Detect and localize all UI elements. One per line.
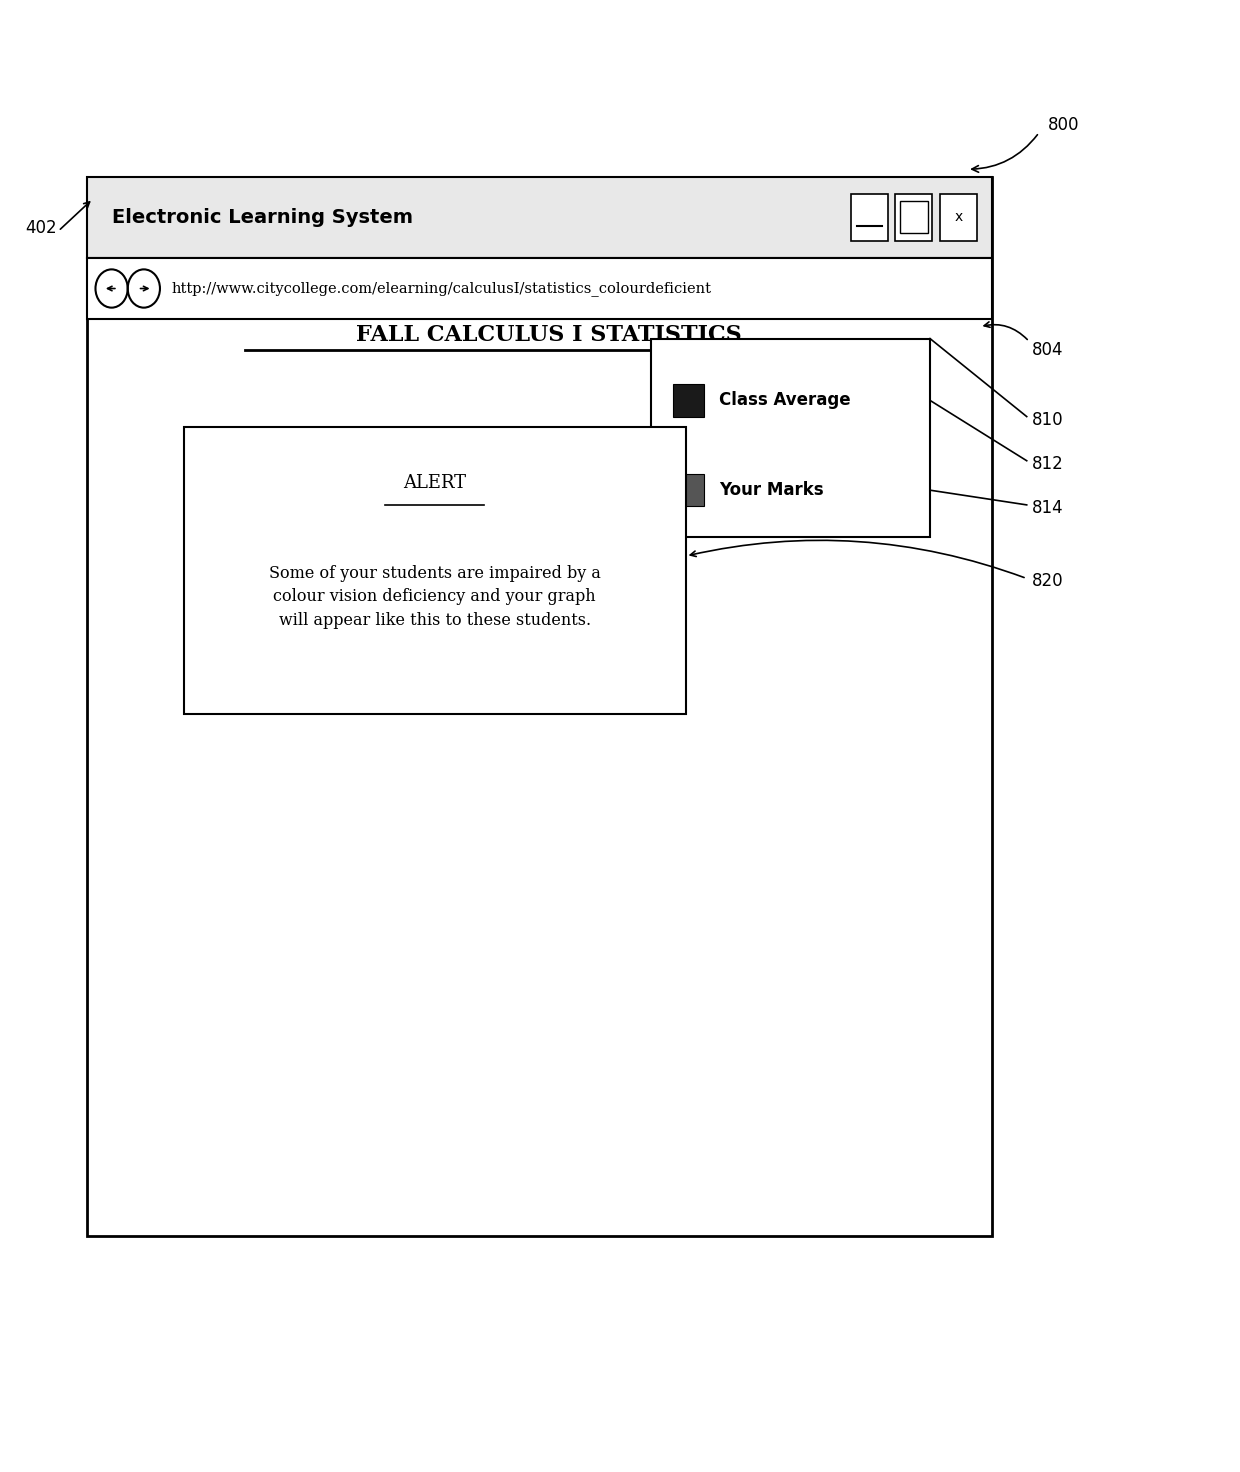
- Text: x: x: [955, 210, 962, 224]
- Bar: [940, 194, 977, 241]
- Text: Your Marks: Your Marks: [719, 481, 823, 499]
- Bar: [459, 712, 549, 1089]
- Text: 804: 804: [1032, 342, 1063, 359]
- Bar: [651, 339, 930, 537]
- Text: 820: 820: [1032, 573, 1064, 590]
- Text: 814: 814: [1032, 499, 1064, 517]
- Bar: [900, 200, 928, 233]
- Text: Class Average: Class Average: [719, 392, 851, 409]
- Bar: [184, 427, 686, 714]
- Bar: [202, 648, 291, 1089]
- Text: ALERT: ALERT: [403, 474, 466, 492]
- Bar: [806, 718, 895, 1089]
- Text: 810: 810: [1032, 411, 1064, 428]
- Text: 800: 800: [1048, 116, 1079, 134]
- Bar: [87, 177, 992, 1236]
- Text: Electronic Learning System: Electronic Learning System: [112, 208, 413, 227]
- Bar: [673, 474, 704, 506]
- Bar: [87, 177, 992, 258]
- Text: 402: 402: [25, 219, 57, 237]
- Bar: [851, 194, 888, 241]
- Bar: [895, 194, 932, 241]
- Text: 812: 812: [1032, 455, 1064, 473]
- Text: Some of your students are impaired by a
colour vision deficiency and your graph
: Some of your students are impaired by a …: [269, 565, 600, 629]
- Bar: [715, 614, 806, 1089]
- Bar: [291, 718, 382, 1089]
- Bar: [673, 384, 704, 417]
- Text: FALL CALCULUS I STATISTICS: FALL CALCULUS I STATISTICS: [356, 324, 742, 346]
- Bar: [87, 258, 992, 319]
- Text: http://www.citycollege.com/elearning/calculusI/statistics_colourdeficient: http://www.citycollege.com/elearning/cal…: [171, 281, 711, 296]
- Bar: [549, 718, 639, 1089]
